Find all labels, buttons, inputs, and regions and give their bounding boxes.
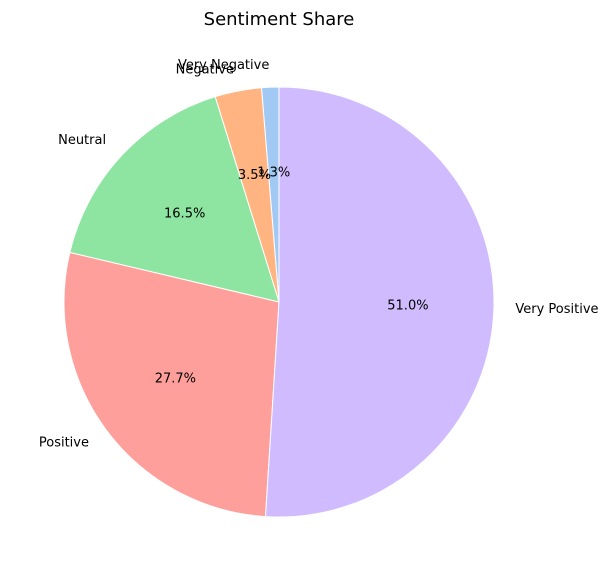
slice-label-very-negative: Very Negative xyxy=(178,58,269,73)
slice-label-negative: Negative xyxy=(176,62,234,77)
percent-label-negative: 3.5% xyxy=(238,168,271,183)
pie-labels: Very Negative 1.3% Negative 3.5% Neutral 16.5… xyxy=(39,58,599,450)
slice-label-neutral: Neutral xyxy=(58,133,106,148)
slice-label-positive: Positive xyxy=(39,435,89,450)
pie-slices xyxy=(63,86,495,518)
pie-slice-very-positive xyxy=(264,86,495,518)
percent-label-very-positive: 51.0% xyxy=(387,299,428,314)
percent-label-positive: 27.7% xyxy=(155,371,196,386)
pie-slice-neutral xyxy=(69,96,280,303)
percent-label-very-negative: 1.3% xyxy=(257,166,290,181)
pie-slice-positive xyxy=(63,251,280,518)
percent-label-neutral: 16.5% xyxy=(164,206,205,221)
slice-label-very-positive: Very Positive xyxy=(515,302,598,317)
chart-title: Sentiment Share xyxy=(204,9,355,30)
